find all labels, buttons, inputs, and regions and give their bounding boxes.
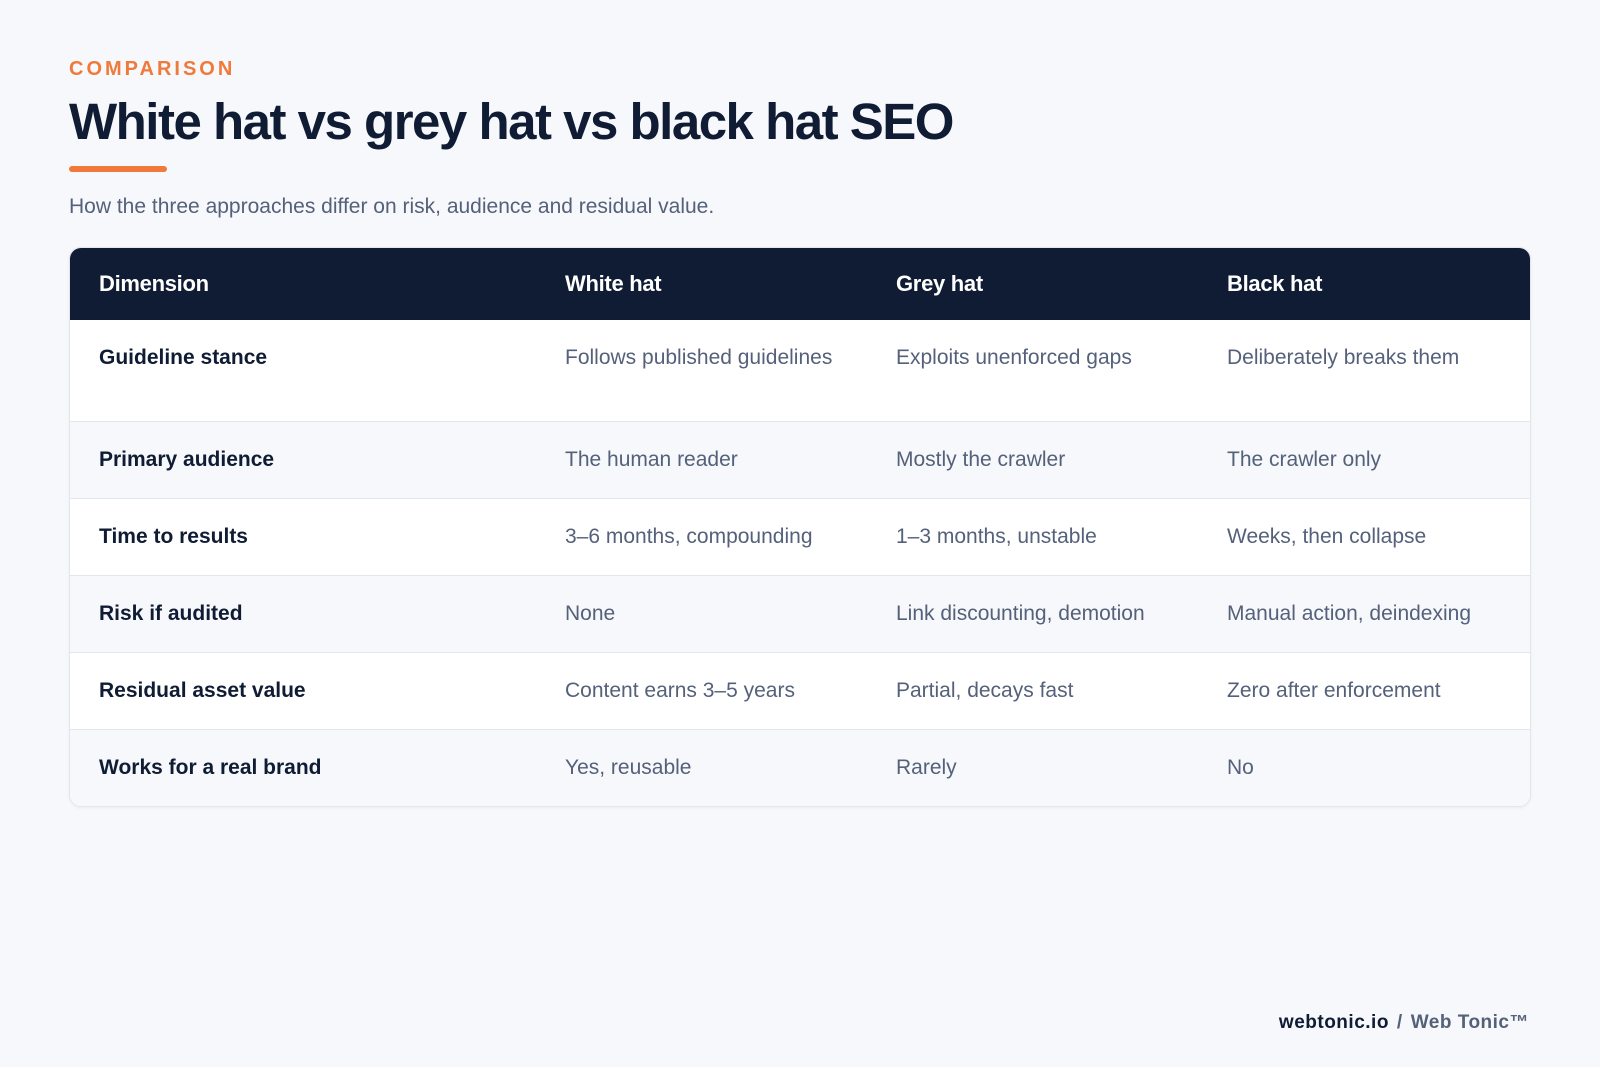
black-hat-cell: Zero after enforcement — [1198, 651, 1530, 729]
grey-hat-cell: Partial, decays fast — [867, 651, 1198, 729]
footer-credit: webtonic.io / Web Tonic™ — [1279, 1012, 1529, 1034]
grey-hat-cell: Rarely — [867, 728, 1198, 806]
grey-hat-cell: Exploits unenforced gaps — [867, 320, 1198, 421]
column-header-white-hat: White hat — [536, 248, 867, 320]
footer-brand: Web Tonic™ — [1410, 1012, 1529, 1033]
grey-hat-cell: Mostly the crawler — [867, 420, 1198, 498]
row-dimension-cell: Risk if audited — [70, 574, 536, 652]
eyebrow-label: COMPARISON — [69, 58, 236, 80]
column-header-dimension: Dimension — [70, 248, 536, 320]
table-row: Works for a real brand Yes, reusable Rar… — [70, 728, 1530, 806]
page-subtitle: How the three approaches differ on risk,… — [69, 195, 715, 218]
white-hat-cell: None — [536, 574, 867, 652]
black-hat-cell: No — [1198, 728, 1530, 806]
footer-separator: / — [1396, 1012, 1403, 1033]
table-row: Primary audience The human reader Mostly… — [70, 420, 1530, 498]
page-title: White hat vs grey hat vs black hat SEO — [69, 93, 954, 150]
table-row: Risk if audited None Link discounting, d… — [70, 574, 1530, 652]
black-hat-cell: Manual action, deindexing — [1198, 574, 1530, 652]
white-hat-cell: Content earns 3–5 years — [536, 651, 867, 729]
white-hat-cell: Yes, reusable — [536, 728, 867, 806]
comparison-table: Dimension White hat Grey hat Black hat G… — [70, 248, 1530, 806]
table-row: Time to results 3–6 months, compounding … — [70, 497, 1530, 575]
white-hat-cell: The human reader — [536, 420, 867, 498]
footer-site: webtonic.io — [1278, 1012, 1389, 1033]
black-hat-cell: The crawler only — [1198, 420, 1530, 498]
grey-hat-cell: 1–3 months, unstable — [867, 497, 1198, 575]
row-dimension-cell: Primary audience — [70, 420, 536, 498]
row-dimension-cell: Residual asset value — [70, 651, 536, 729]
black-hat-cell: Deliberately breaks them — [1198, 320, 1530, 421]
row-dimension-cell: Guideline stance — [70, 320, 536, 421]
column-header-black-hat: Black hat — [1198, 248, 1530, 320]
table-header-row: Dimension White hat Grey hat Black hat — [70, 248, 1530, 320]
table-row: Guideline stance Follows published guide… — [70, 320, 1530, 421]
grey-hat-cell: Link discounting, demotion — [867, 574, 1198, 652]
white-hat-cell: Follows published guidelines — [536, 320, 867, 421]
white-hat-cell: 3–6 months, compounding — [536, 497, 867, 575]
row-dimension-cell: Time to results — [70, 497, 536, 575]
table-row: Residual asset value Content earns 3–5 y… — [70, 651, 1530, 729]
black-hat-cell: Weeks, then collapse — [1198, 497, 1530, 575]
row-dimension-cell: Works for a real brand — [70, 728, 536, 806]
title-accent-bar — [69, 166, 167, 172]
comparison-table-card: Dimension White hat Grey hat Black hat G… — [69, 247, 1531, 807]
column-header-grey-hat: Grey hat — [867, 248, 1198, 320]
